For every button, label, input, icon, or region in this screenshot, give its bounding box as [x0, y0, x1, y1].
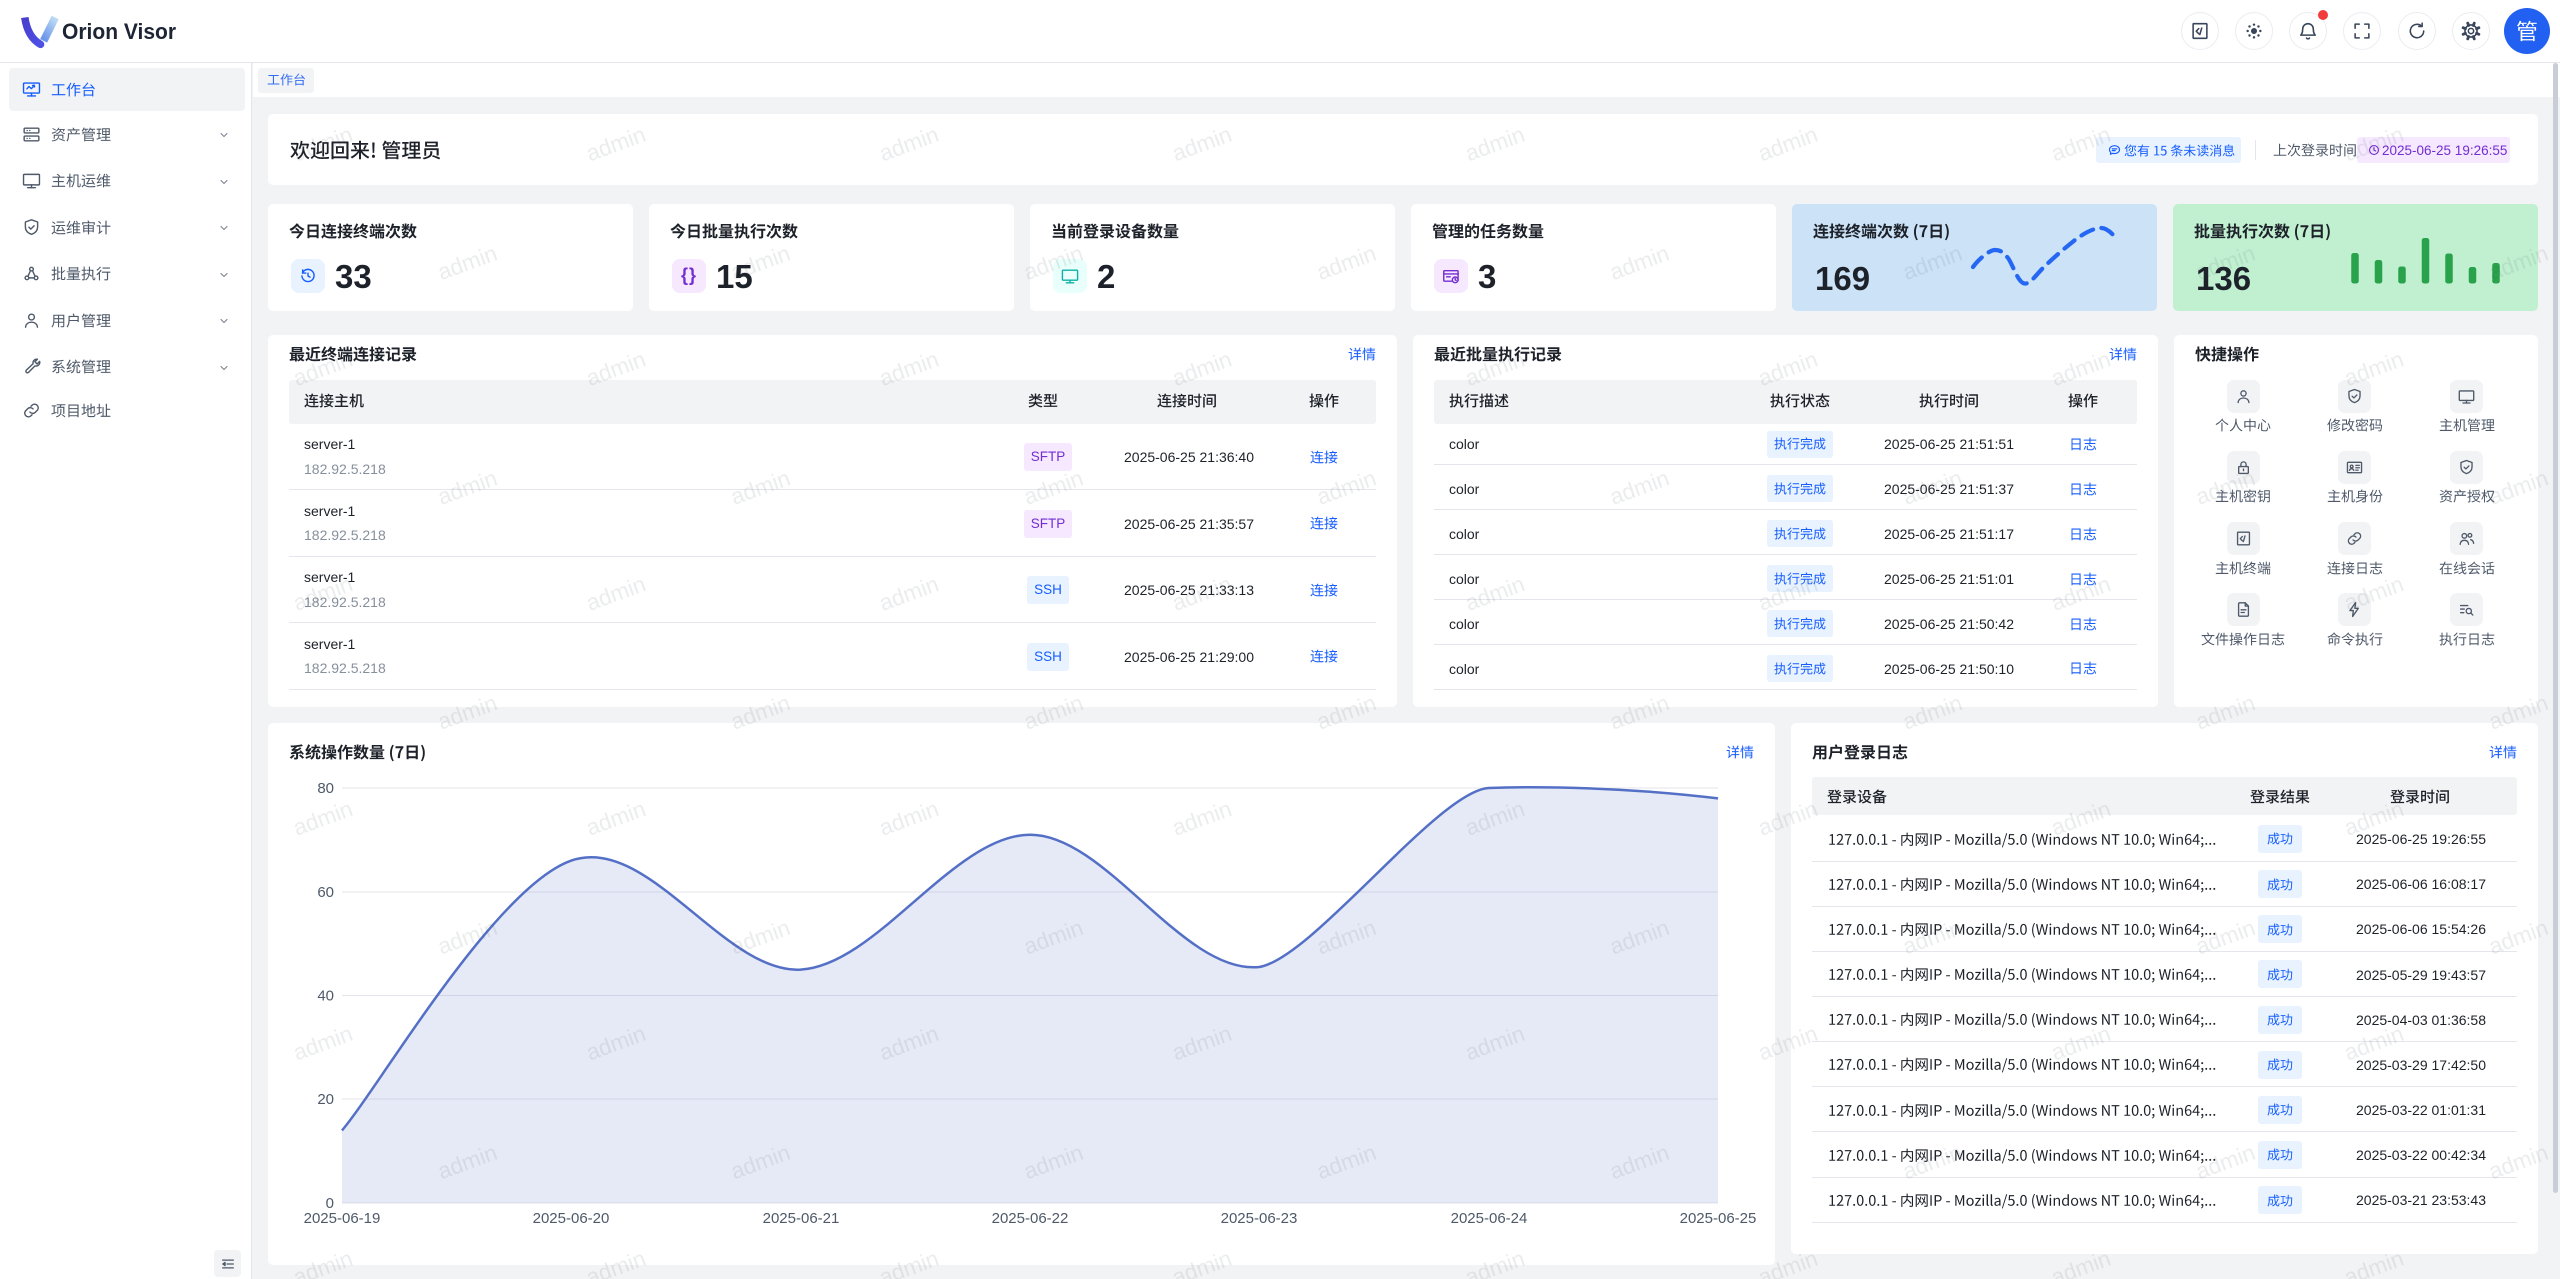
svg-text:60: 60 — [317, 884, 334, 901]
svg-text:20: 20 — [317, 1091, 334, 1108]
svg-text:2025-06-23: 2025-06-23 — [1221, 1210, 1298, 1227]
svg-text:2025-06-22: 2025-06-22 — [992, 1210, 1069, 1227]
svg-text:2025-06-25: 2025-06-25 — [1680, 1210, 1757, 1227]
svg-text:2025-06-24: 2025-06-24 — [1451, 1210, 1528, 1227]
svg-text:2025-06-20: 2025-06-20 — [533, 1210, 610, 1227]
svg-text:80: 80 — [317, 780, 334, 797]
svg-text:40: 40 — [317, 988, 334, 1005]
svg-text:2025-06-21: 2025-06-21 — [763, 1210, 840, 1227]
svg-text:2025-06-19: 2025-06-19 — [304, 1210, 381, 1227]
